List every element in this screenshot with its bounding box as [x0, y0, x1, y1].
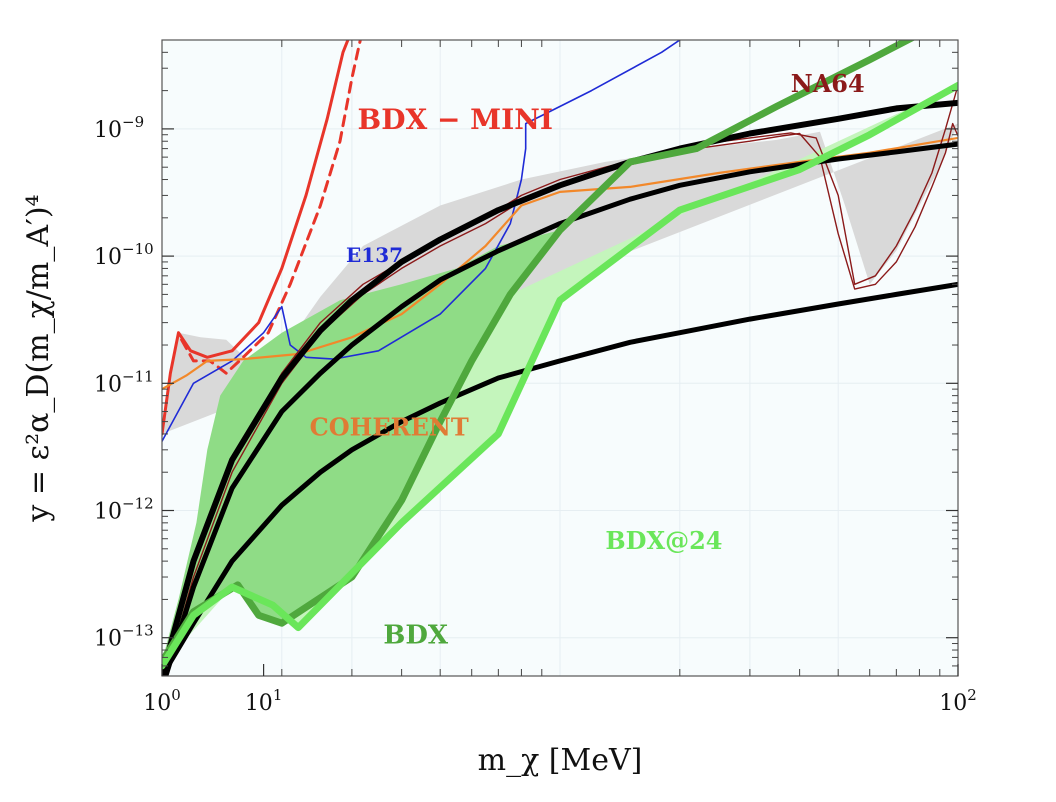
series-line-7 — [163, 141, 958, 676]
plot-frame — [161, 39, 959, 677]
series-line-2 — [162, 40, 681, 443]
curve-label-3: COHERENT — [310, 412, 469, 441]
y-tick-label-1: 10−12 — [94, 495, 154, 525]
curve-label-2: E137 — [346, 243, 403, 267]
series-line-10 — [162, 81, 958, 670]
y-tick-label-0: 10−13 — [94, 622, 154, 652]
x-tick-label-0: 100 — [143, 686, 181, 716]
annotation-layer: BDX − MINI NA64 E137 COHERENT BDX@24 BDX — [310, 69, 865, 651]
curve-label-4: BDX@24 — [605, 526, 722, 555]
series-line-6 — [162, 99, 958, 676]
tick-layer: 100 101 102 10−13 10−12 10−11 10−10 10−9 — [94, 40, 977, 716]
series-line-8 — [162, 281, 958, 676]
y-tick-label-3: 10−10 — [94, 240, 154, 270]
series-layer — [162, 40, 958, 676]
x-tick-label-1: 101 — [245, 686, 283, 716]
series-line-1 — [180, 40, 362, 375]
series-line-0 — [162, 40, 350, 436]
curve-label-0: BDX − MINI — [358, 103, 553, 136]
y-tick-label-4: 10−9 — [94, 113, 144, 143]
y-axis-title: y = ε²α_D(m_χ/m_A′)⁴ — [21, 194, 56, 522]
series-line-9 — [162, 40, 916, 665]
curve-label-5: BDX — [383, 621, 449, 651]
y-tick-label-2: 10−11 — [94, 367, 154, 397]
curve-label-1: NA64 — [791, 69, 865, 98]
series-line-3 — [162, 136, 958, 391]
x-axis-title: m_χ [MeV] — [478, 743, 643, 778]
x-tick-label-2: 102 — [939, 686, 977, 716]
